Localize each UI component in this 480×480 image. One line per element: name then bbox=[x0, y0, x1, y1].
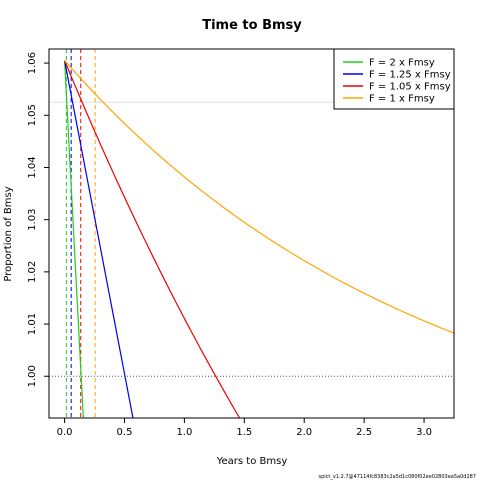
series-line-1 bbox=[63, 60, 84, 418]
legend-label-4: F = 1 x Fmsy bbox=[369, 94, 435, 105]
x-axis-label: Years to Bmsy bbox=[216, 456, 288, 467]
plot-area bbox=[49, 49, 454, 418]
x-tick-label: 0.0 bbox=[57, 427, 73, 438]
legend-box bbox=[333, 48, 455, 110]
series-line-3 bbox=[64, 60, 241, 418]
x-tick-label: 2.0 bbox=[296, 427, 312, 438]
series-line-4 bbox=[64, 60, 454, 334]
x-axis: 0.0 0.5 1.0 1.5 2.0 2.5 3.0 bbox=[57, 418, 432, 438]
y-tick-label: 1.05 bbox=[27, 104, 38, 126]
y-tick-label: 1.00 bbox=[27, 365, 38, 387]
legend-label-3: F = 1.05 x Fmsy bbox=[369, 82, 451, 93]
legend-label-1: F = 2 x Fmsy bbox=[369, 58, 435, 69]
plot-frame bbox=[48, 48, 455, 419]
x-tick-label: 1.0 bbox=[176, 427, 192, 438]
y-tick-label: 1.01 bbox=[27, 313, 38, 335]
y-axis-label: Proportion of Bmsy bbox=[3, 186, 14, 281]
x-tick-label: 0.5 bbox=[117, 427, 133, 438]
y-tick-label: 1.02 bbox=[27, 261, 38, 283]
x-tick-label: 2.5 bbox=[356, 427, 372, 438]
series-line-2 bbox=[63, 60, 134, 418]
legend-label-2: F = 1.25 x Fmsy bbox=[369, 70, 451, 81]
x-tick-label: 1.5 bbox=[236, 427, 252, 438]
chart-title: Time to Bmsy bbox=[202, 18, 302, 33]
y-tick-label: 1.03 bbox=[27, 209, 38, 231]
y-tick-label: 1.06 bbox=[27, 52, 38, 74]
x-tick-label: 3.0 bbox=[416, 427, 432, 438]
footnote: spict_v1.2.7@47114fc8383c2a5d1c080f02ee0… bbox=[319, 474, 477, 480]
y-axis: 1.00 1.01 1.02 1.03 1.04 1.05 1.06 bbox=[27, 52, 49, 387]
y-tick-label: 1.04 bbox=[27, 156, 38, 178]
